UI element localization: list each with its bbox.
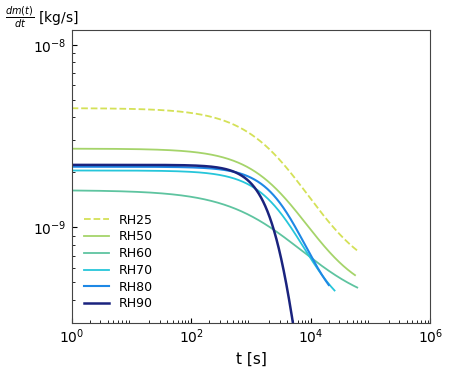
RH90 <box>69 163 74 167</box>
Line: RH80: RH80 <box>71 167 329 285</box>
RH60 <box>302 251 308 256</box>
RH60 <box>284 237 289 241</box>
RH70 <box>302 247 308 252</box>
Line: RH90: RH90 <box>71 165 334 382</box>
RH50 <box>302 220 308 225</box>
RH80 <box>69 164 74 169</box>
RH90 <box>284 284 289 289</box>
RH25 <box>134 107 140 111</box>
Line: RH25: RH25 <box>71 108 357 251</box>
RH25 <box>69 106 74 110</box>
RH25 <box>302 189 308 193</box>
Text: $\frac{dm(t)}{dt}$ [kg/s]: $\frac{dm(t)}{dt}$ [kg/s] <box>5 4 78 29</box>
Line: RH70: RH70 <box>71 170 334 290</box>
RH50 <box>284 198 289 202</box>
Line: RH60: RH60 <box>71 191 357 288</box>
RH70 <box>284 219 289 223</box>
RH70 <box>69 168 74 173</box>
RH80 <box>302 243 308 247</box>
RH25 <box>337 231 342 236</box>
RH60 <box>134 189 140 194</box>
Line: RH50: RH50 <box>71 149 355 275</box>
X-axis label: t [s]: t [s] <box>235 352 267 367</box>
Legend: RH25, RH50, RH60, RH70, RH80, RH90: RH25, RH50, RH60, RH70, RH80, RH90 <box>78 207 159 317</box>
RH80 <box>284 210 289 215</box>
RH80 <box>134 165 140 169</box>
RH90 <box>206 164 212 169</box>
RH50 <box>134 147 140 151</box>
RH80 <box>206 166 212 170</box>
RH90 <box>134 163 140 167</box>
RH25 <box>284 166 289 170</box>
RH70 <box>134 168 140 173</box>
RH50 <box>337 260 342 264</box>
RH50 <box>69 146 74 151</box>
RH25 <box>206 114 212 118</box>
RH60 <box>337 275 342 280</box>
RH70 <box>206 171 212 176</box>
RH60 <box>206 198 212 202</box>
RH50 <box>206 152 212 157</box>
RH60 <box>69 188 74 193</box>
